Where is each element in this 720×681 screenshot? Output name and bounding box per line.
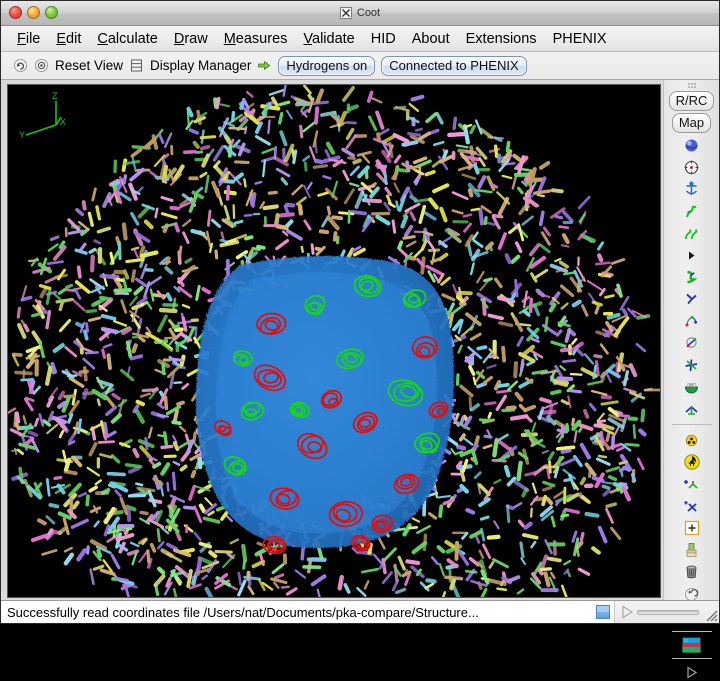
hydrogens-on-button[interactable]: Hydrogens on bbox=[278, 56, 375, 76]
status-message: Successfully read coordinates file /User… bbox=[1, 605, 596, 620]
rotate-translate-zone-icon[interactable] bbox=[681, 289, 703, 309]
menu-validate[interactable]: Validate bbox=[295, 29, 362, 49]
status-bar: Successfully read coordinates file /User… bbox=[1, 600, 719, 623]
title-bar: Coot bbox=[1, 1, 719, 26]
axes-indicator: Z Y X bbox=[16, 91, 86, 143]
add-water-icon[interactable] bbox=[681, 518, 703, 538]
progress-chip bbox=[596, 605, 610, 619]
menu-extensions[interactable]: Extensions bbox=[458, 29, 545, 49]
flip-peptide-icon[interactable] bbox=[681, 355, 703, 375]
menu-about[interactable]: About bbox=[404, 29, 458, 49]
color-map-icon[interactable] bbox=[681, 637, 703, 653]
display-manager-button[interactable]: Display Manager bbox=[150, 58, 251, 73]
status-progress-area bbox=[614, 601, 719, 623]
rotate-ccw-icon[interactable] bbox=[13, 58, 28, 73]
biohazard-small-icon[interactable] bbox=[681, 430, 703, 450]
sidebar-separator-3 bbox=[672, 658, 712, 659]
tool-sidebar: R/RC Map bbox=[663, 80, 719, 600]
sidebar-icon-group-1 bbox=[664, 134, 719, 266]
molecule-render bbox=[8, 85, 660, 597]
eraser-icon[interactable] bbox=[681, 540, 703, 560]
reset-view-button[interactable]: Reset View bbox=[55, 58, 123, 73]
play-triangle-icon[interactable] bbox=[681, 664, 703, 681]
x11-icon bbox=[340, 7, 352, 19]
anchor-refine-icon[interactable] bbox=[681, 179, 703, 199]
window-title-text: Coot bbox=[357, 1, 380, 25]
add-terminal-residue-icon[interactable] bbox=[681, 474, 703, 494]
add-alt-conf-icon[interactable] bbox=[681, 496, 703, 516]
sphere-atom-icon[interactable] bbox=[681, 135, 703, 155]
rrc-button[interactable]: R/RC bbox=[669, 91, 715, 111]
axis-label-x: X bbox=[60, 117, 66, 127]
torsion-general-icon[interactable] bbox=[681, 333, 703, 353]
edit-chi-angles-icon[interactable] bbox=[681, 311, 703, 331]
progress-bar bbox=[637, 610, 699, 615]
display-manager-icon[interactable] bbox=[129, 58, 144, 73]
menu-edit[interactable]: Edit bbox=[48, 29, 89, 49]
biohazard-icon[interactable] bbox=[681, 452, 703, 472]
side-chain-180-icon[interactable]: 180 bbox=[681, 377, 703, 397]
menu-file[interactable]: File bbox=[9, 29, 48, 49]
gl-viewport[interactable]: Z Y X bbox=[7, 84, 661, 598]
regularize-zone-icon[interactable] bbox=[681, 223, 703, 243]
map-button[interactable]: Map bbox=[672, 113, 711, 133]
delete-trash-icon[interactable] bbox=[681, 562, 703, 582]
axis-label-y: Y bbox=[19, 130, 25, 140]
menu-hid[interactable]: HID bbox=[363, 29, 404, 49]
play-triangle-icon[interactable] bbox=[619, 604, 636, 620]
molecular-scene[interactable] bbox=[8, 85, 660, 597]
green-arrow-icon[interactable] bbox=[257, 58, 272, 73]
target-center-icon[interactable] bbox=[681, 157, 703, 177]
real-space-refine-icon[interactable] bbox=[681, 201, 703, 221]
menu-draw[interactable]: Draw bbox=[166, 29, 216, 49]
menu-measures[interactable]: Measures bbox=[216, 29, 296, 49]
rigid-body-fit-icon[interactable] bbox=[681, 267, 703, 287]
sidebar-icon-group-3 bbox=[664, 429, 719, 627]
window-title: Coot bbox=[1, 1, 719, 25]
tool-bar: Reset View Display Manager Hydrogens on … bbox=[1, 52, 719, 80]
main-area: Z Y X R/RC Map bbox=[1, 80, 719, 600]
electron-density-map bbox=[196, 256, 454, 548]
menu-bar: File Edit Calculate Draw Measures Valida… bbox=[1, 26, 719, 52]
resize-grip-icon[interactable] bbox=[705, 609, 718, 622]
mutate-auto-fit-icon[interactable] bbox=[681, 399, 703, 419]
axis-label-z: Z bbox=[52, 91, 58, 101]
window-frame: Coot File Edit Calculate Draw Measures V… bbox=[0, 0, 720, 624]
menu-calculate[interactable]: Calculate bbox=[89, 29, 165, 49]
rotate-target-icon[interactable] bbox=[34, 58, 49, 73]
connected-to-phenix-button[interactable]: Connected to PHENIX bbox=[381, 56, 526, 76]
chevron-right-icon[interactable] bbox=[681, 245, 703, 265]
svg-text:180: 180 bbox=[688, 383, 694, 387]
sidebar-drag-handle[interactable] bbox=[687, 83, 697, 88]
menu-phenix[interactable]: PHENIX bbox=[545, 29, 615, 49]
coot-application-window: Coot File Edit Calculate Draw Measures V… bbox=[0, 0, 720, 632]
sidebar-icon-group-2: 180 bbox=[664, 266, 719, 420]
sidebar-separator-1 bbox=[672, 424, 712, 425]
